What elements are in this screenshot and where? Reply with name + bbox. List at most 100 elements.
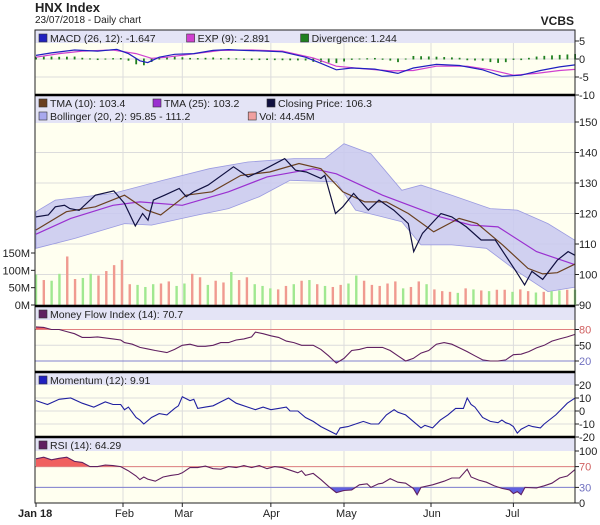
mom-ytick-label: 20: [579, 380, 591, 392]
volume-bar: [175, 285, 178, 305]
volume-bar: [183, 283, 186, 305]
xtick-label: May: [336, 508, 357, 520]
mfi-legend-label: Money Flow Index (14): 70.7: [50, 309, 183, 321]
price-legend-swatch: [247, 111, 257, 121]
macd-divergence-bar: [89, 58, 91, 60]
volume-bar: [526, 291, 530, 305]
macd-divergence-bar: [512, 58, 515, 60]
volume-bar: [534, 292, 538, 305]
xtick-label: Mar: [174, 508, 193, 520]
mom-legend-swatch: [38, 375, 48, 385]
macd-divergence-bar: [304, 58, 307, 61]
volume-bar: [50, 280, 53, 305]
volume-bar: [378, 285, 381, 305]
rsi-ytick-label: 70: [579, 462, 591, 474]
xtick-label: Jun: [423, 508, 441, 520]
volume-bar: [237, 280, 241, 305]
rsi-ytick-label: 100: [579, 446, 597, 458]
volume-bar: [120, 259, 124, 305]
volume-bar: [425, 284, 428, 305]
macd-divergence-bar: [551, 55, 553, 60]
volume-bar: [308, 280, 311, 305]
macd-divergence-bar: [335, 58, 338, 64]
volume-bar: [456, 292, 460, 305]
mom-line: [35, 395, 576, 436]
volume-bar: [542, 291, 545, 305]
macd-divergence-bar: [412, 55, 415, 60]
macd-divergence-bar: [266, 58, 268, 61]
macd-divergence-bar: [227, 57, 230, 60]
volume-bar: [144, 286, 147, 305]
mom-legend-band: [35, 372, 575, 385]
macd-divergence-bar: [535, 56, 538, 60]
volume-bar: [73, 279, 77, 305]
volume-bar: [300, 280, 303, 305]
volume-bar: [441, 291, 444, 305]
volume-bar: [284, 285, 288, 305]
price-legend-swatch: [266, 98, 276, 108]
macd-divergence-bar: [42, 56, 45, 60]
price-ytick-label: 120: [579, 209, 597, 221]
macd-divergence-bar: [235, 58, 238, 60]
volume-tick-label: 50M: [9, 283, 30, 295]
mfi-legend-band: [35, 306, 575, 320]
macd-divergence-bar: [73, 56, 76, 60]
macd-legend-swatch: [186, 33, 195, 43]
price-legend-label: Vol: 44.45M: [259, 111, 314, 123]
macd-divergence-bar: [119, 58, 122, 60]
volume-bar: [245, 277, 249, 305]
macd-legend-swatch: [38, 33, 48, 43]
macd-divergence-bar: [528, 57, 530, 60]
macd-divergence-bar: [489, 58, 492, 63]
macd-divergence-bar: [297, 58, 299, 61]
mfi-ytick-label: 80: [579, 325, 591, 337]
macd-divergence-bar: [181, 57, 184, 60]
tma25-line: [35, 168, 576, 266]
rsi-legend-swatch: [38, 440, 48, 450]
volume-bar: [401, 288, 405, 305]
volume-bar: [159, 283, 163, 305]
rsi-line: [35, 456, 576, 496]
volume-bar: [136, 284, 139, 305]
volume-bar: [81, 277, 85, 305]
macd-divergence-bar: [558, 54, 561, 60]
volume-bar: [167, 281, 170, 305]
macd-ytick-label: 0: [579, 54, 585, 66]
volume-bar: [214, 280, 217, 305]
macd-divergence-bar: [358, 58, 361, 60]
volume-bar: [472, 289, 475, 305]
plot-frame: [34, 29, 576, 504]
volume-bar: [316, 284, 319, 305]
macd-divergence-bar: [166, 57, 168, 60]
macd-divergence-bar: [196, 58, 199, 60]
volume-bar: [487, 291, 491, 305]
macd-divergence-bar: [58, 56, 61, 60]
rsi-overbought-fill: [36, 457, 262, 467]
volume-bar: [198, 277, 202, 305]
macd-divergence-bar: [104, 58, 107, 60]
volume-bar: [558, 290, 561, 305]
macd-ytick-label: -5: [579, 72, 589, 84]
macd-divergence-bar: [366, 58, 369, 60]
macd-divergence-bar: [381, 58, 384, 60]
price-ytick-label: 100: [579, 270, 597, 282]
volume-bar: [206, 284, 210, 305]
macd-divergence-bar: [481, 58, 484, 61]
volume-bar: [519, 289, 522, 305]
macd-divergence-bar: [50, 56, 53, 60]
rsi-legend-band: [35, 437, 575, 451]
price-legend-band: [35, 95, 575, 123]
macd-divergence-bar: [273, 58, 276, 61]
macd-divergence-bar: [173, 56, 176, 60]
volume-bar: [433, 289, 436, 305]
macd-legend-label: Divergence: 1.244: [312, 33, 397, 45]
macd-divergence-bar: [220, 58, 222, 60]
closing-price-line: [35, 157, 576, 287]
rsi-ytick-label: 0: [579, 498, 585, 510]
volume-bar: [370, 284, 374, 305]
mom-legend-label: Momentum (12): 9.91: [50, 375, 151, 387]
volume-tick-label: 150M: [2, 248, 30, 260]
macd-divergence-bar: [281, 58, 284, 61]
